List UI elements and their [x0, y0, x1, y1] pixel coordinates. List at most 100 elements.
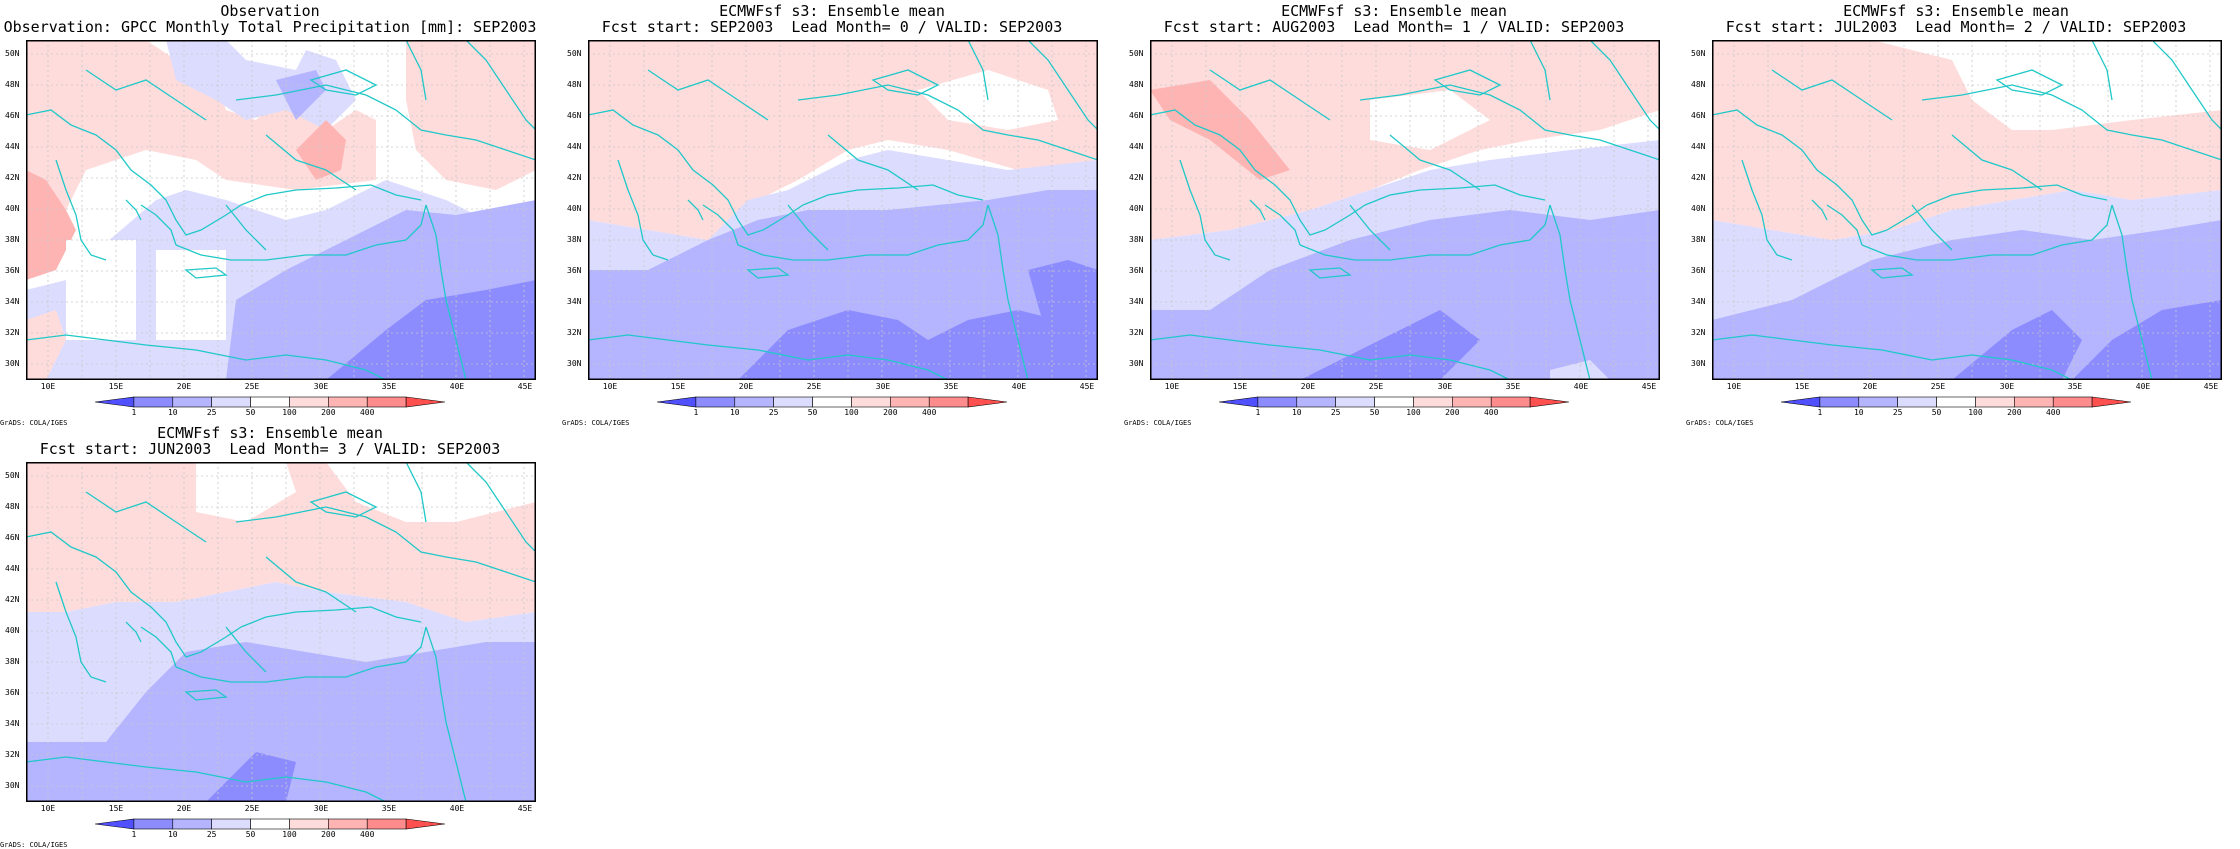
colorbar-label: 25 [1892, 408, 1903, 417]
colorbar-swatch [734, 396, 774, 408]
shaded-region [326, 280, 536, 380]
lat-label: 44N [5, 564, 20, 573]
shaded-region [1150, 210, 1660, 380]
colorbar-label: 400 [359, 830, 375, 839]
colorbar-label: 50 [245, 408, 256, 417]
colorbar-label: 25 [206, 408, 217, 417]
coastline [1299, 204, 1551, 261]
colorbar-swatch [1975, 396, 2015, 408]
coastline [1921, 84, 2222, 161]
lon-label: 45E [1641, 382, 1657, 391]
map-frame [26, 40, 536, 380]
precipitation-map [1150, 40, 1660, 380]
coastline [588, 109, 804, 236]
coastline [1529, 40, 1551, 101]
lat-label: 34N [5, 297, 20, 306]
map-panel: ECMWFsf s3: Ensemble mean Fcst start: SEP… [562, 0, 1102, 427]
colorbar-swatch [695, 396, 736, 408]
shaded-region [406, 40, 536, 190]
coastline [1771, 69, 1893, 121]
lon-label: 45E [1079, 382, 1095, 391]
coastline [235, 84, 536, 161]
coastline [125, 621, 142, 643]
coastline [967, 40, 989, 101]
colorbar-swatch [405, 396, 445, 408]
coastline [1349, 204, 1391, 251]
lat-label: 50N [567, 49, 582, 58]
colorbar-swatch [1781, 396, 1821, 408]
coastline [26, 756, 387, 802]
colorbar-label: 10 [1291, 408, 1302, 417]
colorbar-swatch [1819, 396, 1860, 408]
coastline [1549, 204, 1591, 380]
coastline [175, 204, 427, 261]
coastline [1712, 109, 1928, 236]
lon-label: 10E [1726, 382, 1742, 391]
shaded-region [26, 40, 376, 250]
colorbar-swatch [1413, 396, 1453, 408]
precipitation-map [1712, 40, 2222, 380]
colorbar-label: 100 [1968, 408, 1983, 417]
colorbar-swatch [2091, 396, 2131, 408]
lon-label: 35E [381, 382, 397, 391]
coastline [225, 626, 267, 673]
lat-label: 30N [567, 359, 582, 368]
colorbar-label: 400 [359, 408, 375, 417]
coastline [1861, 204, 2113, 261]
lon-label: 30E [1999, 382, 2015, 391]
grads-credit: GrADS: COLA/IGES [562, 419, 630, 427]
colorbar-label: 400 [921, 408, 937, 417]
coastline [987, 204, 1029, 380]
lon-label: 10E [602, 382, 618, 391]
lon-label: 20E [176, 804, 192, 813]
lon-label: 25E [1930, 382, 1946, 391]
coastline [240, 606, 422, 628]
coastline [425, 626, 467, 802]
lat-label: 50N [1129, 49, 1144, 58]
lon-label: 10E [40, 382, 56, 391]
lat-label: 38N [5, 657, 20, 666]
colorbar-label: 50 [1931, 408, 1942, 417]
colorbar-swatch [1335, 396, 1375, 408]
lat-label: 36N [1129, 266, 1144, 275]
coastline [1926, 184, 2108, 206]
lat-label: 46N [1129, 111, 1144, 120]
coastline [1264, 204, 1301, 246]
lon-label: 40E [2135, 382, 2151, 391]
precipitation-map [26, 40, 536, 380]
shaded-region [1028, 260, 1098, 340]
colorbar-label: 50 [807, 408, 818, 417]
panel-subtitle: Fcst start: SEP2003 Lead Month= 0 / VALI… [601, 18, 1063, 36]
coastline [235, 506, 536, 583]
colorbar [95, 396, 445, 408]
coastline [1249, 199, 1266, 221]
grads-credit: GrADS: COLA/IGES [1686, 419, 1754, 427]
lat-label: 32N [5, 328, 20, 337]
colorbar-label: 10 [729, 408, 740, 417]
lat-label: 44N [1691, 142, 1706, 151]
coastline [1389, 134, 1481, 191]
coastline [85, 69, 207, 121]
lon-label: 25E [1368, 382, 1384, 391]
coastline [1179, 159, 1231, 261]
colorbar-swatch [1529, 396, 1569, 408]
colorbar-label: 200 [2007, 408, 2022, 417]
map-area [1712, 40, 2222, 380]
colorbar-swatch [1219, 396, 1259, 408]
coastline [746, 267, 790, 279]
shaded-region [1150, 80, 1290, 180]
lat-label: 30N [5, 359, 20, 368]
coastline [26, 531, 242, 658]
lat-label: 48N [1691, 80, 1706, 89]
lat-label: 46N [5, 111, 20, 120]
colorbar-swatch [1936, 396, 1976, 408]
colorbar-swatch [366, 818, 407, 830]
lat-label: 30N [5, 781, 20, 790]
coastline [1589, 40, 1660, 131]
coastline [405, 40, 427, 101]
coastline [85, 491, 207, 543]
colorbar-swatch [405, 818, 445, 830]
lon-label: 15E [1232, 382, 1248, 391]
lat-label: 34N [1129, 297, 1144, 306]
lon-label: 20E [738, 382, 754, 391]
